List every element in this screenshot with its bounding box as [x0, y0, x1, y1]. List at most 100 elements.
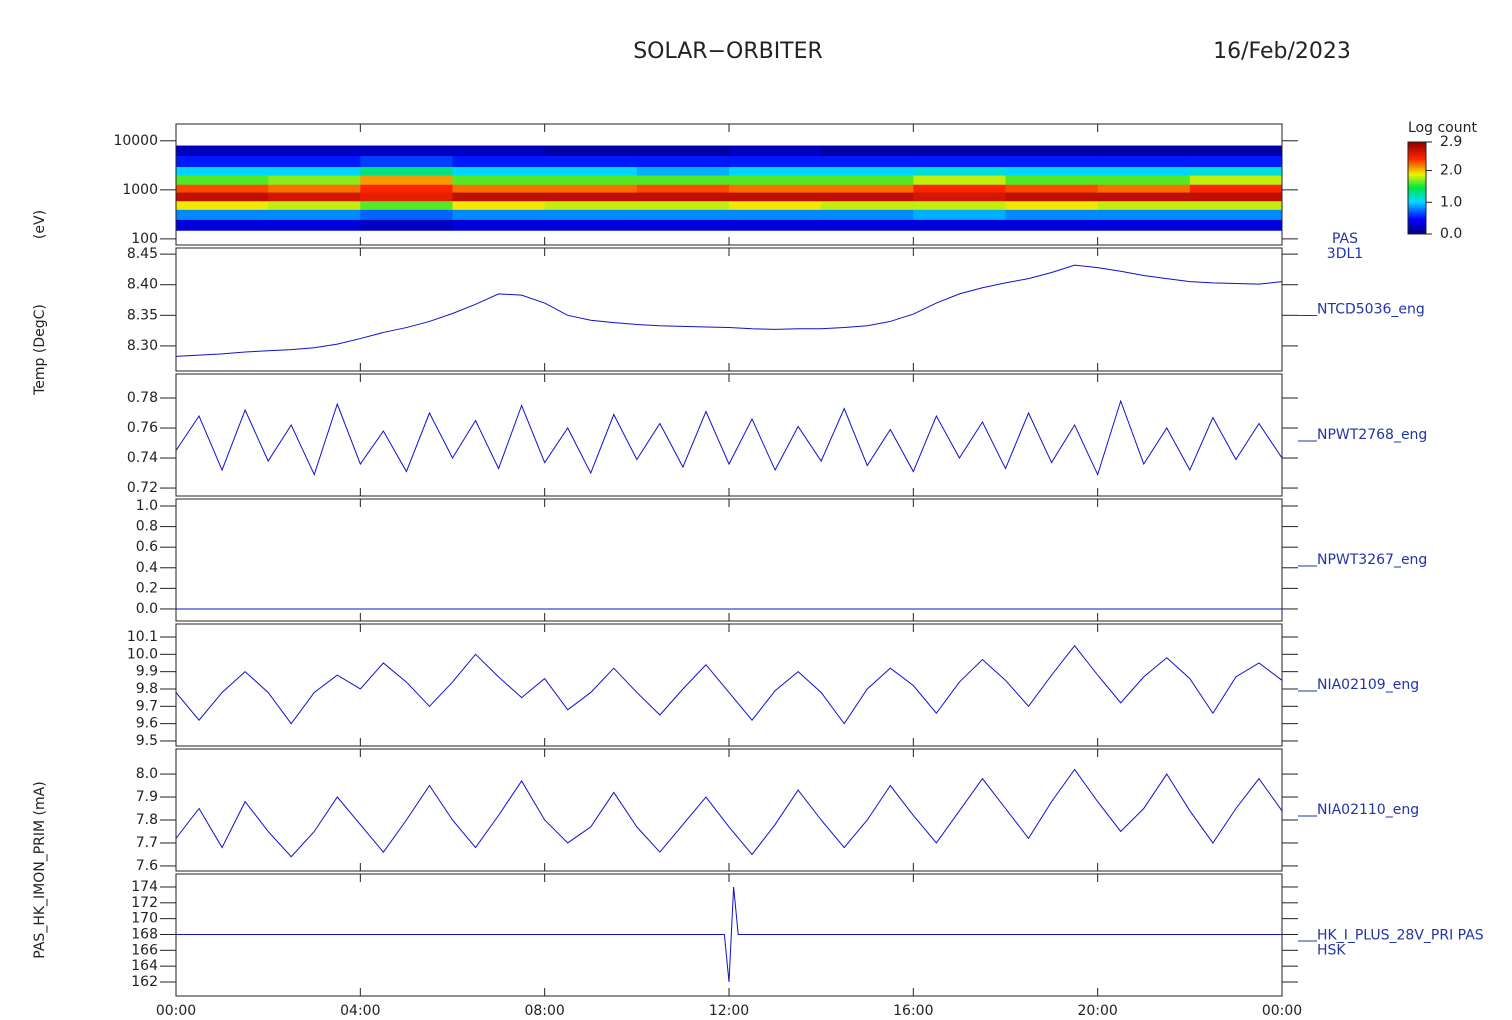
heat-cell [360, 209, 453, 220]
y-tick-label: 1000 [122, 182, 158, 198]
heat-cell [1005, 219, 1099, 231]
heat-cell [452, 145, 546, 157]
y-tick-label: 0.78 [127, 390, 158, 406]
y-tick-label: 7.6 [136, 858, 158, 874]
heat-cell [913, 145, 1006, 157]
y-tick-label: 10000 [113, 133, 158, 149]
colorbar-segment [1408, 142, 1426, 145]
colorbar-segment [1408, 184, 1426, 187]
colorbar-segment [1408, 186, 1426, 189]
y-tick-label: 166 [131, 942, 158, 958]
colorbar-segment [1408, 210, 1426, 213]
heat-cell [544, 145, 638, 157]
heat-cell [913, 166, 1006, 176]
data-line [176, 886, 1282, 983]
heat-cell [636, 184, 730, 193]
y-tick-label: 8.0 [136, 766, 158, 782]
y-tick-label: 170 [131, 911, 158, 927]
heat-cell [1189, 184, 1283, 193]
heat-cell [1097, 145, 1191, 157]
heat-cell [636, 200, 730, 210]
colorbar-segment [1408, 226, 1426, 229]
panel-frame [175, 247, 1283, 372]
colorbar-segment [1408, 164, 1426, 167]
panel-label: PAS [1332, 231, 1358, 247]
panel-label: NIA02109_eng [1317, 677, 1419, 693]
heat-cell [913, 200, 1006, 210]
heat-cell [268, 184, 361, 193]
heat-cell [729, 145, 822, 157]
y-tick-label: 0.0 [136, 601, 158, 617]
heat-cell [176, 166, 269, 176]
colorbar-segment [1408, 176, 1426, 179]
heat-cell [636, 209, 730, 220]
heat-cell [176, 219, 269, 231]
x-tick-label: 00:00 [156, 1003, 196, 1019]
heat-cell [1189, 175, 1283, 185]
panel-label: NTCD5036_eng [1317, 302, 1425, 318]
heat-cell [1097, 219, 1191, 231]
colorbar-segment [1408, 206, 1426, 209]
y-tick-label: 162 [131, 974, 158, 990]
heat-cell [268, 145, 361, 157]
panel-label: 3DL1 [1327, 246, 1363, 262]
heat-cell [913, 155, 1006, 167]
heat-cell [452, 155, 546, 167]
heat-cell [913, 175, 1006, 185]
colorbar-segment [1408, 228, 1426, 231]
y-tick-label: 168 [131, 926, 158, 942]
heat-cell [544, 200, 638, 210]
heat-cell [1097, 200, 1191, 210]
colorbar-segment [1408, 178, 1426, 181]
heat-cell [821, 209, 914, 220]
heat-cell [729, 219, 822, 231]
y-tick-label: 0.8 [136, 519, 158, 535]
y-tick-label: 8.35 [127, 307, 158, 323]
colorbar-segment [1408, 150, 1426, 153]
y-tick-label: 10.1 [127, 629, 158, 645]
heat-cell [1189, 145, 1283, 157]
heat-cell [1005, 166, 1099, 176]
heat-cell [544, 192, 638, 202]
heat-cell [1005, 184, 1099, 193]
heat-cell [636, 192, 730, 202]
heat-cell [268, 175, 361, 185]
y-axis-label: PAS_HK_IMON_PRIM (mA) [32, 781, 48, 958]
y-tick-label: 0.76 [127, 420, 158, 436]
colorbar-segment [1408, 152, 1426, 155]
y-axis-label: (eV) [32, 210, 48, 239]
heat-cell [544, 166, 638, 176]
heat-cell [268, 200, 361, 210]
heat-cell [360, 200, 453, 210]
colorbar-segment [1408, 194, 1426, 197]
colorbar-segment [1408, 220, 1426, 223]
heat-cell [452, 175, 546, 185]
heat-cell [1189, 192, 1283, 202]
y-tick-label: 10.0 [127, 646, 158, 662]
colorbar-segment [1408, 154, 1426, 157]
heat-cell [268, 166, 361, 176]
colorbar-segment [1408, 180, 1426, 183]
heat-cell [176, 145, 269, 157]
y-tick-label: 172 [131, 895, 158, 911]
heat-cell [544, 219, 638, 231]
y-tick-label: 0.4 [136, 560, 158, 576]
heat-cell [729, 200, 822, 210]
colorbar-tick-label: 2.9 [1440, 134, 1462, 150]
colorbar-segment [1408, 208, 1426, 211]
heat-cell [1097, 192, 1191, 202]
heat-cell [821, 166, 914, 176]
panel-label: NPWT2768_eng [1317, 427, 1427, 443]
heat-cell [176, 175, 269, 185]
heat-cell [636, 219, 730, 231]
colorbar-segment [1408, 146, 1426, 149]
colorbar-segment [1408, 160, 1426, 163]
y-tick-label: 174 [131, 879, 158, 895]
heat-cell [1097, 184, 1191, 193]
heat-cell [1189, 200, 1283, 210]
data-line [175, 264, 1283, 357]
heat-cell [268, 155, 361, 167]
heat-cell [913, 192, 1006, 202]
heat-cell [360, 155, 453, 167]
heat-cell [636, 155, 730, 167]
